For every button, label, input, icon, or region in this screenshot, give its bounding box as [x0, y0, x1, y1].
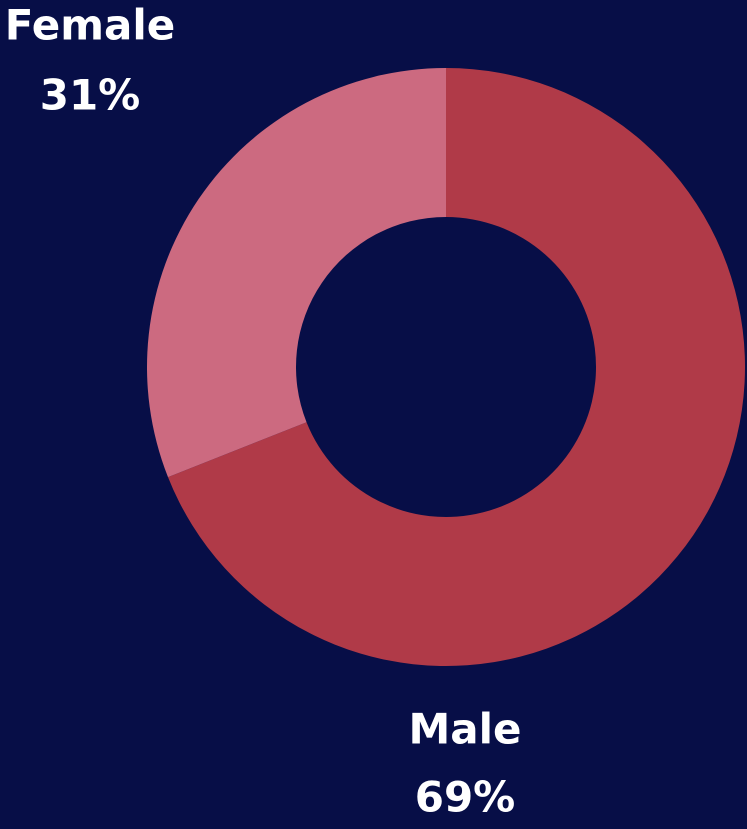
- slice-label: Female: [5, 1, 175, 50]
- slice-label: Male: [408, 705, 521, 754]
- donut-slice: [146, 68, 446, 478]
- donut-slice: [167, 68, 745, 666]
- slice-value-label: 31%: [40, 71, 141, 120]
- slice-value-label: 69%: [415, 773, 516, 822]
